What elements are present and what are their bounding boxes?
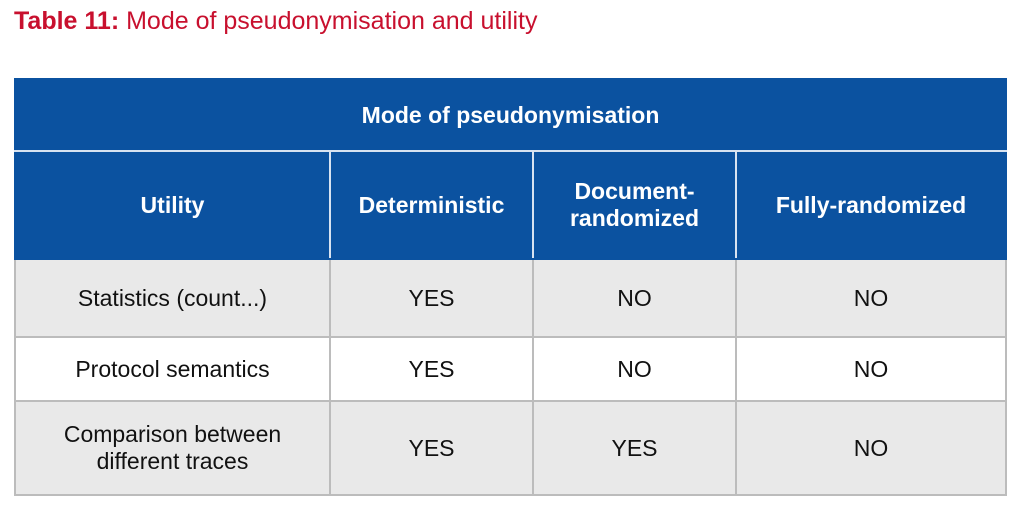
- cell-utility: Statistics (count...): [14, 258, 331, 338]
- cell-document-randomized: YES: [532, 400, 737, 496]
- column-header-document-randomized: Document- randomized: [532, 150, 737, 260]
- cell-utility: Comparison between different traces: [14, 400, 331, 496]
- table-row: Statistics (count...) YES NO NO: [14, 258, 1008, 338]
- cell-utility-line-1: Comparison between: [63, 421, 282, 447]
- cell-utility-line-2: different traces: [96, 448, 249, 474]
- table-group-header-row: Mode of pseudonymisation: [13, 78, 1008, 152]
- table-caption: Table 11: Mode of pseudonymisation and u…: [14, 4, 537, 38]
- cell-deterministic: YES: [329, 336, 534, 402]
- cell-deterministic: YES: [329, 400, 534, 496]
- utility-table: Mode of pseudonymisation Utility Determi…: [13, 78, 1008, 496]
- caption-title: Mode of pseudonymisation and utility: [126, 7, 538, 35]
- column-header-fully-randomized: Fully-randomized: [734, 150, 1008, 260]
- cell-document-randomized: NO: [532, 258, 737, 338]
- column-header-document-randomized-line-2: randomized: [569, 205, 700, 231]
- cell-fully-randomized: NO: [734, 400, 1008, 496]
- cell-utility: Protocol semantics: [14, 336, 331, 402]
- cell-fully-randomized: NO: [734, 258, 1008, 338]
- table-row: Protocol semantics YES NO NO: [14, 336, 1008, 402]
- cell-fully-randomized: NO: [734, 336, 1008, 402]
- cell-document-randomized: NO: [532, 336, 737, 402]
- table-column-header-row: Utility Deterministic Document- randomiz…: [14, 150, 1008, 260]
- column-header-utility: Utility: [14, 150, 331, 260]
- caption-label: Table 11:: [14, 7, 120, 35]
- group-header-mode-of-pseudonymisation: Mode of pseudonymisation: [13, 78, 1008, 152]
- cell-deterministic: YES: [329, 258, 534, 338]
- column-header-deterministic: Deterministic: [329, 150, 534, 260]
- column-header-document-randomized-line-1: Document-: [574, 178, 695, 204]
- table-row: Comparison between different traces YES …: [14, 400, 1008, 496]
